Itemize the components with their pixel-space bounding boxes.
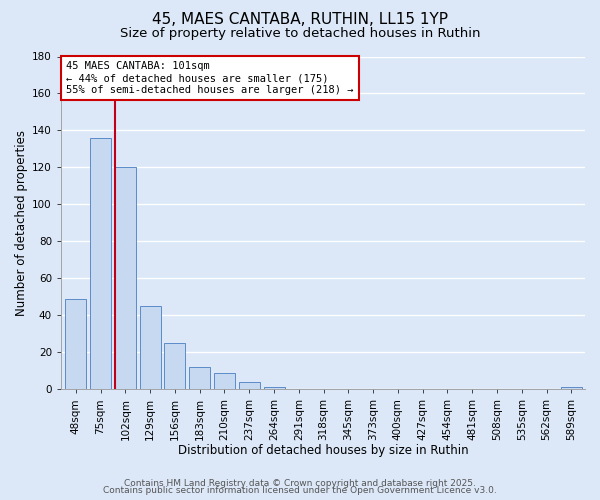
Bar [189,367,210,389]
Text: 45, MAES CANTABA, RUTHIN, LL15 1YP: 45, MAES CANTABA, RUTHIN, LL15 1YP [152,12,448,28]
Bar [65,298,86,389]
X-axis label: Distribution of detached houses by size in Ruthin: Distribution of detached houses by size … [178,444,468,458]
Text: Size of property relative to detached houses in Ruthin: Size of property relative to detached ho… [120,28,480,40]
Text: Contains public sector information licensed under the Open Government Licence v3: Contains public sector information licen… [103,486,497,495]
Bar [214,372,235,389]
Bar [90,138,111,389]
Bar [239,382,260,389]
Text: 45 MAES CANTABA: 101sqm
← 44% of detached houses are smaller (175)
55% of semi-d: 45 MAES CANTABA: 101sqm ← 44% of detache… [66,62,353,94]
Bar [115,168,136,389]
Bar [263,388,284,389]
Y-axis label: Number of detached properties: Number of detached properties [15,130,28,316]
Text: Contains HM Land Registry data © Crown copyright and database right 2025.: Contains HM Land Registry data © Crown c… [124,478,476,488]
Bar [140,306,161,389]
Bar [164,343,185,389]
Bar [561,388,582,389]
